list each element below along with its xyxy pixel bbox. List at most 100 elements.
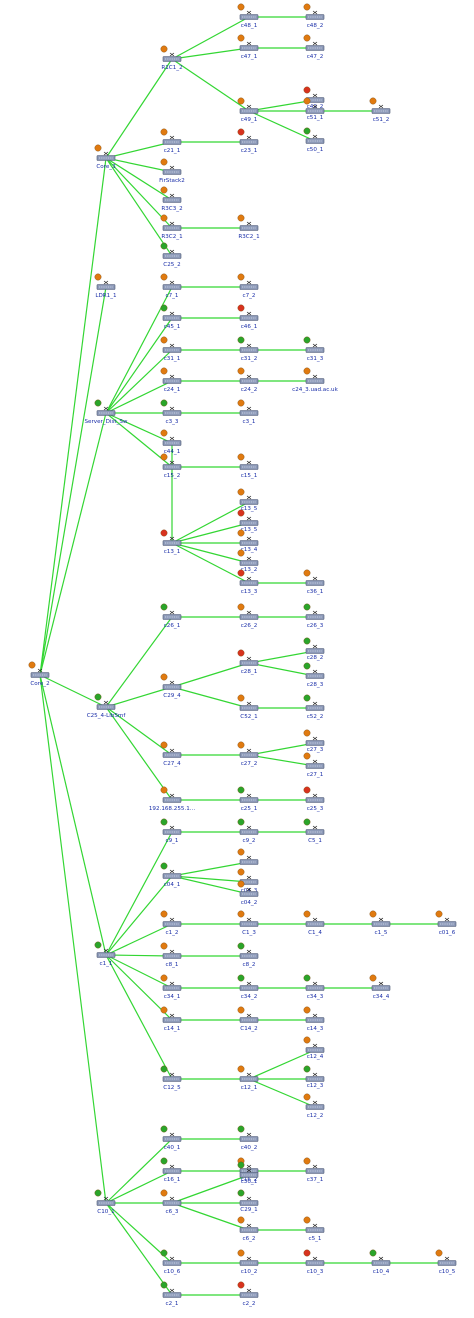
device-node[interactable]: c34_2 (237, 974, 259, 1000)
device-node[interactable]: c15_1 (237, 453, 259, 479)
device-node[interactable]: C12_5 (160, 1065, 182, 1091)
device-node[interactable]: c40_1 (160, 1125, 182, 1151)
device-node[interactable]: c7_1 (160, 273, 182, 299)
device-node[interactable]: C1_4 (303, 910, 325, 936)
device-node[interactable]: c6_2 (237, 1216, 259, 1242)
device-node[interactable]: c31_1 (160, 336, 182, 362)
device-node[interactable]: c3_3 (160, 399, 182, 425)
device-node[interactable]: c23_1 (237, 128, 259, 154)
device-node[interactable]: c48_2 (303, 3, 325, 29)
device-node[interactable]: c50_1 (303, 127, 325, 153)
device-node[interactable]: C29_4 (160, 673, 182, 699)
device-node[interactable]: Core_2 (28, 661, 50, 687)
device-node[interactable]: c10_5 (435, 1249, 457, 1275)
device-node[interactable]: C25_2 (160, 242, 182, 268)
device-node[interactable]: C10_1 (94, 1189, 116, 1215)
device-node[interactable]: LDR1_1 (94, 273, 117, 299)
device-node[interactable]: R3C2_1 (160, 214, 183, 240)
device-node[interactable]: c30_1 (237, 1161, 259, 1185)
device-node[interactable]: c9_2 (237, 818, 259, 844)
device-node[interactable]: c36_1 (303, 569, 325, 595)
device-node[interactable]: c34_1 (160, 974, 182, 1000)
device-node[interactable]: c13_1 (160, 529, 182, 555)
device-node[interactable]: c2_1 (160, 1281, 182, 1307)
device-node[interactable]: C1_3 (237, 910, 259, 936)
device-node[interactable]: c51_1 (303, 97, 325, 121)
device-node[interactable]: C25_4-LibSmf (87, 693, 127, 719)
device-node[interactable]: C29_1 (237, 1189, 259, 1213)
device-node[interactable]: c1_5 (369, 910, 391, 936)
device-node[interactable]: c13_3 (237, 569, 259, 595)
device-node[interactable]: c04_1 (160, 862, 182, 888)
device-node[interactable]: c2_2 (237, 1281, 259, 1307)
device-node[interactable]: c10_3 (303, 1249, 325, 1275)
device-node[interactable]: c28_2 (303, 637, 325, 661)
device-node[interactable]: C52_1 (237, 694, 259, 720)
device-node[interactable]: c12_3 (303, 1065, 325, 1089)
device-node[interactable]: c12_2 (303, 1093, 325, 1119)
device-node[interactable]: c47_2 (303, 34, 325, 60)
device-node[interactable] (237, 848, 259, 865)
device-node[interactable]: c8_2 (237, 942, 259, 968)
device-node[interactable]: c10_6 (160, 1249, 182, 1275)
device-node[interactable]: c27_2 (237, 741, 259, 767)
device-node[interactable]: c28_3 (303, 662, 325, 688)
device-node[interactable]: c13_5 (237, 509, 259, 533)
device-node[interactable]: c10_4 (369, 1249, 391, 1275)
device-node[interactable]: c34_4 (369, 974, 391, 1000)
device-node[interactable]: c26_2 (237, 603, 259, 629)
device-node[interactable]: c34_3 (303, 974, 325, 1000)
device-node[interactable]: c24_1 (160, 367, 182, 393)
device-node[interactable]: c31_3 (303, 336, 325, 362)
device-node[interactable]: c47_1 (237, 34, 259, 60)
device-node[interactable]: c28_1 (237, 649, 259, 675)
device-node[interactable]: c51_2 (369, 97, 391, 123)
device-node[interactable]: c25_3 (303, 786, 325, 812)
device-node[interactable]: c27_3 (303, 729, 325, 753)
device-node[interactable]: Core_3 (94, 144, 116, 170)
device-node[interactable]: c8_1 (160, 942, 182, 968)
device-node[interactable]: c26_3 (303, 603, 325, 629)
device-node[interactable]: R3C2_1 (237, 214, 260, 240)
device-node[interactable]: c31_2 (237, 336, 259, 362)
device-node[interactable]: c52_2 (303, 694, 325, 720)
device-node[interactable]: c49_2 (303, 86, 325, 110)
device-node[interactable]: c12_4 (303, 1036, 325, 1060)
device-node[interactable]: c04_3 (237, 868, 259, 894)
device-node[interactable]: c13_4 (237, 529, 259, 553)
device-node[interactable]: c27_1 (303, 752, 325, 778)
device-node[interactable]: R3C3_2 (160, 186, 183, 212)
device-node[interactable]: FirStack2 (159, 158, 185, 184)
device-node[interactable]: c25_1 (237, 786, 259, 812)
device-node[interactable]: c7_2 (237, 273, 259, 299)
device-node[interactable]: c24_2 (237, 367, 259, 393)
device-node[interactable]: Server_Dist_Sw (84, 399, 128, 425)
device-node[interactable]: c48_1 (237, 3, 259, 29)
device-node[interactable]: C5_1 (303, 818, 325, 844)
device-node[interactable]: c10_2 (237, 1249, 259, 1275)
device-node[interactable]: c6_3 (160, 1189, 182, 1215)
device-node[interactable]: C14_2 (237, 1006, 259, 1032)
device-node[interactable]: c24_3.uad.ac.uk (292, 367, 339, 393)
device-node[interactable]: c44_1 (160, 429, 182, 455)
device-node[interactable]: c13_2 (237, 549, 259, 573)
device-node[interactable]: c46_1 (237, 304, 259, 330)
device-node[interactable]: R1C1_2 (160, 45, 183, 71)
device-node[interactable]: c37_1 (303, 1157, 325, 1183)
device-node[interactable]: c21_1 (160, 128, 182, 154)
device-node[interactable]: c14_1 (160, 1006, 182, 1032)
device-node[interactable]: c9_1 (160, 818, 182, 844)
device-node[interactable]: c49_1 (237, 97, 259, 123)
device-node[interactable]: c3_1 (237, 399, 259, 425)
device-node[interactable]: C27_4 (160, 741, 182, 767)
device-node[interactable]: c1_2 (160, 910, 182, 936)
device-node[interactable]: c40_2 (237, 1125, 259, 1151)
device-node[interactable]: c01_6 (435, 910, 457, 936)
device-node[interactable]: c45_1 (160, 304, 182, 330)
device-node[interactable]: c15_2 (160, 453, 182, 479)
device-node[interactable]: c1_1 (94, 941, 116, 967)
device-node[interactable]: c04_2 (237, 880, 259, 906)
device-node[interactable]: c16_1 (160, 1157, 182, 1183)
device-node[interactable]: c5_1 (303, 1216, 325, 1242)
device-node[interactable]: c13_5 (237, 488, 259, 512)
